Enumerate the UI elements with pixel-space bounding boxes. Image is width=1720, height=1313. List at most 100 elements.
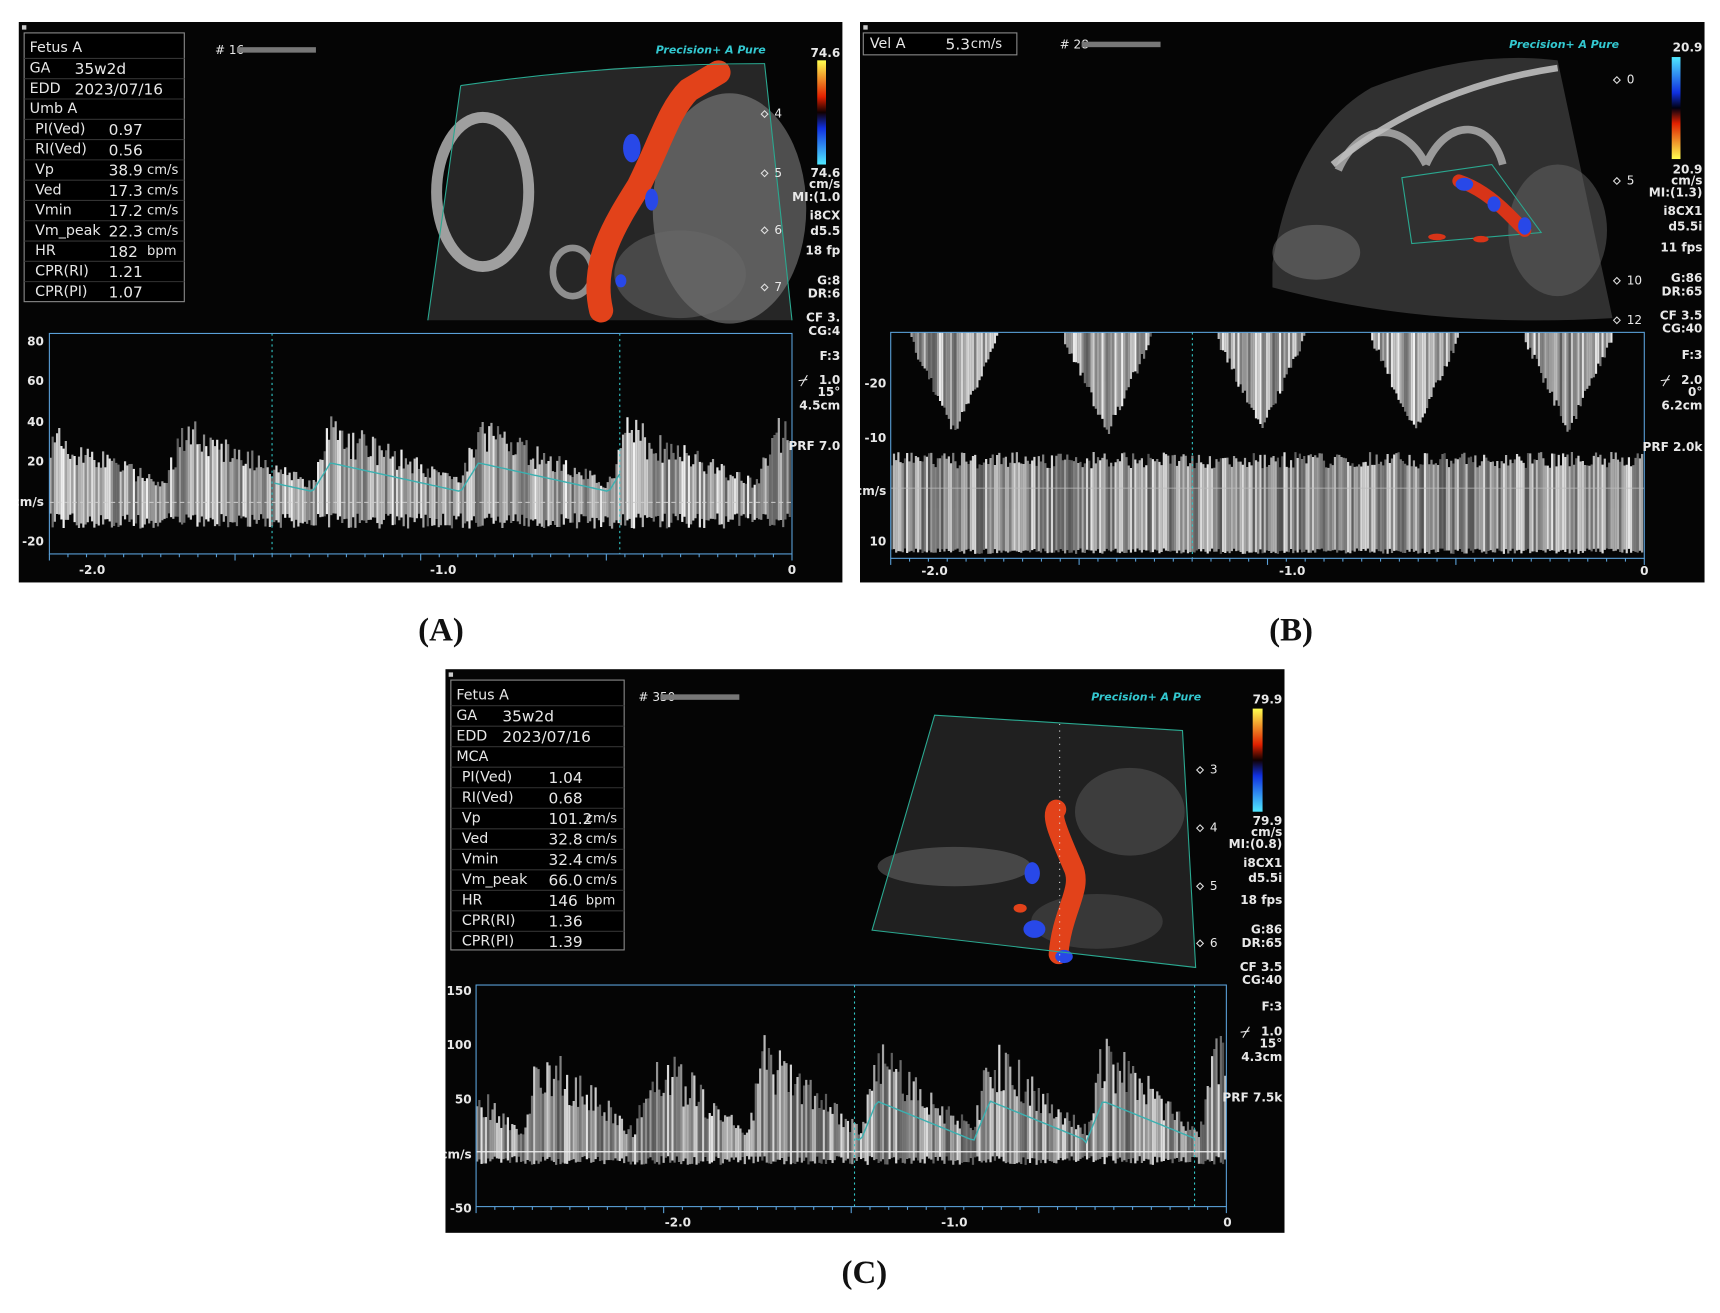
vessel-flow: [586, 60, 731, 323]
info-name: Ved: [462, 831, 488, 847]
angle-glyph: [1240, 1026, 1250, 1038]
info-name: CPR(RI): [35, 263, 89, 279]
depth-label: 6: [774, 223, 782, 237]
info-unit: cm/s: [147, 224, 178, 239]
info-unit: cm/s: [586, 853, 617, 868]
info-value: 0.68: [548, 790, 582, 808]
scale-label: CG:40: [1242, 973, 1282, 987]
info-value: 17.2: [109, 202, 143, 220]
info-name: PI(Ved): [35, 121, 85, 137]
velocity-label: 40: [27, 415, 44, 429]
time-label: 0: [1223, 1216, 1231, 1230]
frame-number: # 28: [1060, 37, 1089, 51]
doppler-setting: PRF 2.0k: [1643, 440, 1704, 454]
echo: [1024, 862, 1040, 885]
scale-label: CF 3.: [806, 311, 840, 325]
time-label: 0: [1640, 564, 1648, 578]
scale-label: 18 fp: [805, 244, 840, 258]
info-value: 22.3: [109, 222, 143, 240]
info-value: 2023/07/16: [75, 80, 163, 98]
time-label: -1.0: [1279, 564, 1305, 578]
depth-label: 10: [1627, 273, 1642, 287]
doppler-setting: 4.5cm: [799, 398, 840, 412]
velocity-label: cm/s: [13, 495, 44, 509]
brand: Precision+ A Pure: [1509, 38, 1619, 51]
info-value: 32.8: [548, 831, 582, 849]
brand: Precision+ A Pure: [1091, 691, 1201, 704]
info-name: HR: [462, 893, 483, 909]
scale-label: G:86: [1671, 271, 1702, 285]
info-name: Vmin: [462, 852, 499, 868]
depth-marker: [1195, 824, 1205, 833]
info-value: 1.04: [548, 769, 582, 787]
sector-outline: [427, 63, 793, 321]
info-box: [23, 32, 185, 303]
info-box: [862, 32, 1018, 56]
doppler-setting: F:3: [819, 349, 840, 363]
scale-label: G:8: [817, 273, 840, 287]
scale-label: cm/s: [1671, 173, 1702, 187]
info-unit: cm/s: [147, 204, 178, 219]
corner-mark: [448, 672, 454, 677]
scale-label: CG:4: [808, 324, 840, 338]
cine-bar: [660, 694, 740, 700]
info-value: 101.2: [548, 810, 592, 828]
angle-glyph: [1660, 374, 1670, 387]
color-scale-bar: [1671, 57, 1681, 160]
depth-label: 4: [1210, 821, 1218, 835]
scale-label: 79.9: [1253, 814, 1283, 828]
doppler-setting: F:3: [1682, 348, 1703, 362]
ultrasound-panel: Vel A 5.3 cm/s # 28 Precision+ A Pure 20.920.…: [855, 21, 1705, 583]
vessel-flow: [1044, 799, 1086, 965]
echo: [1428, 233, 1446, 241]
angle-glyph: [798, 374, 808, 387]
info-value: 32.4: [548, 851, 582, 869]
velocity-label: 100: [447, 1038, 472, 1052]
info-name: Vm_peak: [462, 872, 528, 888]
corner-mark: [863, 25, 868, 30]
doppler-setting: 0°: [1688, 385, 1702, 399]
time-label: -2.0: [665, 1216, 691, 1230]
info-name: Vp: [35, 162, 54, 178]
velocity-label: 150: [447, 984, 472, 998]
scale-label: i8CX: [810, 209, 841, 223]
info-name: Umb A: [30, 101, 78, 117]
scale-label: CG:40: [1662, 322, 1702, 336]
scale-label: i8CX1: [1243, 856, 1282, 870]
info-box: [450, 679, 625, 951]
trace: [274, 462, 621, 492]
doppler-setting: 2.0: [1681, 373, 1702, 387]
info-name: Vm_peak: [35, 223, 101, 239]
sector-outline: [871, 714, 1197, 969]
color-scale-bar: [1252, 708, 1263, 812]
info-unit: bpm: [586, 894, 616, 909]
info-name: EDD: [456, 728, 487, 744]
info-name: Vmin: [35, 203, 72, 219]
velocity-label: -20: [865, 376, 887, 390]
echo: [615, 274, 627, 288]
info-value: 0.56: [109, 141, 143, 159]
velocity-label: 60: [27, 374, 44, 388]
info-name: PI(Ved): [462, 769, 512, 785]
depth-marker: [1612, 316, 1621, 325]
panel-label: (A): [418, 612, 464, 648]
ultrasound-panel: Fetus A GA 35w2d EDD 2023/07/16 Umb A PI(Ved) 0…: [13, 21, 843, 583]
info-unit: cm/s: [586, 873, 617, 888]
info-value: 5.3: [946, 35, 970, 53]
scale-label: 74.6: [811, 46, 841, 60]
ultrasound-panel: Fetus A GA 35w2d EDD 2023/07/16 MCA PI(Ved) 1.0…: [445, 669, 1285, 1233]
depth-marker: [1612, 176, 1621, 186]
info-name: Vel A: [870, 36, 906, 52]
doppler-spectrum: [476, 1035, 1227, 1165]
info-value: 17.3: [109, 182, 143, 200]
info-name: CPR(PI): [462, 934, 514, 950]
velocity-label: cm/s: [855, 484, 886, 498]
velocity-label: 20: [27, 454, 44, 468]
echo: [1455, 177, 1474, 191]
info-unit: bpm: [147, 244, 177, 259]
doppler-setting: 6.2cm: [1661, 398, 1702, 412]
scale-label: MI:(1.3): [1649, 186, 1703, 200]
scale-label: d5.5i: [1248, 871, 1282, 885]
info-name: CPR(RI): [462, 913, 516, 929]
